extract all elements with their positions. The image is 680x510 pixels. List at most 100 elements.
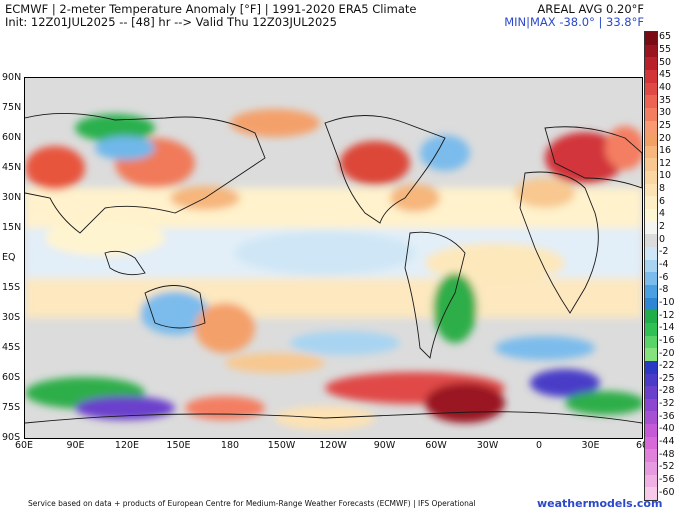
legend-label: -52	[659, 461, 675, 473]
legend-label: -16	[659, 334, 675, 346]
legend-label: 8	[659, 183, 666, 195]
legend-swatch	[645, 259, 657, 273]
legend-swatch	[645, 424, 657, 438]
legend-label: -48	[659, 448, 675, 460]
lon-label: 120W	[319, 440, 347, 451]
anomaly-field	[25, 78, 642, 438]
legend-swatch	[645, 360, 657, 374]
areal-average: AREAL AVG 0.20°F	[537, 2, 644, 16]
legend-swatch	[645, 120, 657, 134]
legend-label: -32	[659, 398, 675, 410]
legend-swatch	[645, 284, 657, 299]
data-credit-footer: Service based on data + products of Euro…	[28, 499, 476, 508]
legend-label: 55	[659, 43, 672, 55]
lat-label: 30N	[2, 192, 22, 203]
lat-label: 90S	[2, 432, 21, 443]
legend-label: -4	[659, 259, 669, 270]
lat-label: 60S	[2, 372, 21, 383]
legend-label: -56	[659, 474, 675, 486]
legend-label: 40	[659, 81, 672, 93]
legend-swatch	[645, 209, 657, 223]
color-legend	[644, 31, 658, 501]
legend-swatch	[645, 69, 657, 84]
legend-label: -60	[659, 486, 675, 498]
init-valid-line: Init: 12Z01JUL2025 -- [48] hr --> Valid …	[5, 15, 337, 29]
legend-swatch	[645, 297, 657, 311]
legend-label: -28	[659, 385, 675, 397]
lat-label: 15N	[2, 222, 22, 233]
legend-label: 4	[659, 208, 666, 220]
legend-swatch	[645, 158, 657, 172]
legend-label: -14	[659, 322, 675, 334]
legend-swatch	[645, 411, 657, 425]
lon-label: 30W	[476, 440, 499, 451]
legend-swatch	[645, 145, 657, 159]
legend-label: -25	[659, 372, 675, 384]
legend-swatch	[645, 234, 657, 248]
legend-label: -22	[659, 360, 675, 372]
legend-swatch	[645, 171, 657, 185]
legend-swatch	[645, 95, 657, 109]
legend-swatch	[645, 322, 657, 337]
legend-swatch	[645, 474, 657, 488]
legend-label: 65	[659, 31, 672, 43]
legend-label: 0	[659, 233, 666, 245]
brand-logo-text[interactable]: weathermodels.com	[537, 497, 663, 510]
legend-label: -20	[659, 347, 675, 359]
legend-swatch	[645, 436, 657, 450]
legend-label: 45	[659, 69, 672, 81]
legend-label: -40	[659, 423, 675, 435]
anomaly-map	[24, 77, 643, 439]
legend-swatch	[645, 183, 657, 197]
legend-swatch	[645, 348, 657, 362]
legend-label: 20	[659, 132, 672, 144]
lon-label: 60E	[14, 440, 34, 451]
lat-label: 15S	[2, 282, 21, 293]
legend-label: -36	[659, 410, 675, 422]
legend-swatch	[645, 32, 657, 46]
legend-label: -10	[659, 296, 675, 308]
legend-label: 30	[659, 107, 672, 119]
legend-swatch	[645, 373, 657, 387]
legend-swatch	[645, 310, 657, 324]
lon-label: 150E	[166, 440, 191, 451]
legend-label: -44	[659, 436, 675, 448]
lon-label: 90W	[373, 440, 396, 451]
legend-label: 50	[659, 56, 672, 68]
legend-swatch	[645, 107, 657, 122]
lon-label: 30E	[581, 440, 600, 451]
lon-label: 180	[220, 440, 240, 451]
legend-label: 35	[659, 94, 672, 106]
legend-swatch	[645, 221, 657, 235]
lon-label: 150W	[267, 440, 296, 451]
lon-label: 60	[635, 440, 649, 451]
legend-label: -8	[659, 284, 669, 296]
legend-swatch	[645, 196, 657, 210]
legend-swatch	[645, 57, 657, 71]
legend-swatch	[645, 449, 657, 463]
legend-label: -6	[659, 271, 669, 283]
legend-swatch	[645, 487, 657, 501]
legend-swatch	[645, 386, 657, 400]
lat-label: 75S	[2, 402, 21, 413]
legend-label: 10	[659, 170, 672, 182]
legend-swatch	[645, 398, 657, 412]
legend-swatch	[645, 462, 657, 476]
lat-label: 60N	[2, 132, 22, 143]
legend-swatch	[645, 133, 657, 147]
legend-swatch	[645, 44, 657, 58]
legend-label: -12	[659, 309, 675, 321]
lat-label: 45N	[2, 162, 22, 173]
lon-label: 90E	[66, 440, 85, 451]
legend-swatch	[645, 272, 657, 286]
lon-label: 60W	[425, 440, 447, 451]
chart-title: ECMWF | 2-meter Temperature Anomaly [°F]…	[5, 2, 417, 16]
legend-label: 2	[659, 221, 666, 233]
lat-label: 90N	[2, 72, 22, 83]
lon-label: 0	[535, 440, 543, 451]
legend-swatch	[645, 82, 657, 96]
legend-label: 12	[659, 157, 672, 169]
legend-label: 25	[659, 119, 672, 131]
lat-label: 30S	[2, 312, 21, 323]
legend-swatch	[645, 335, 657, 349]
